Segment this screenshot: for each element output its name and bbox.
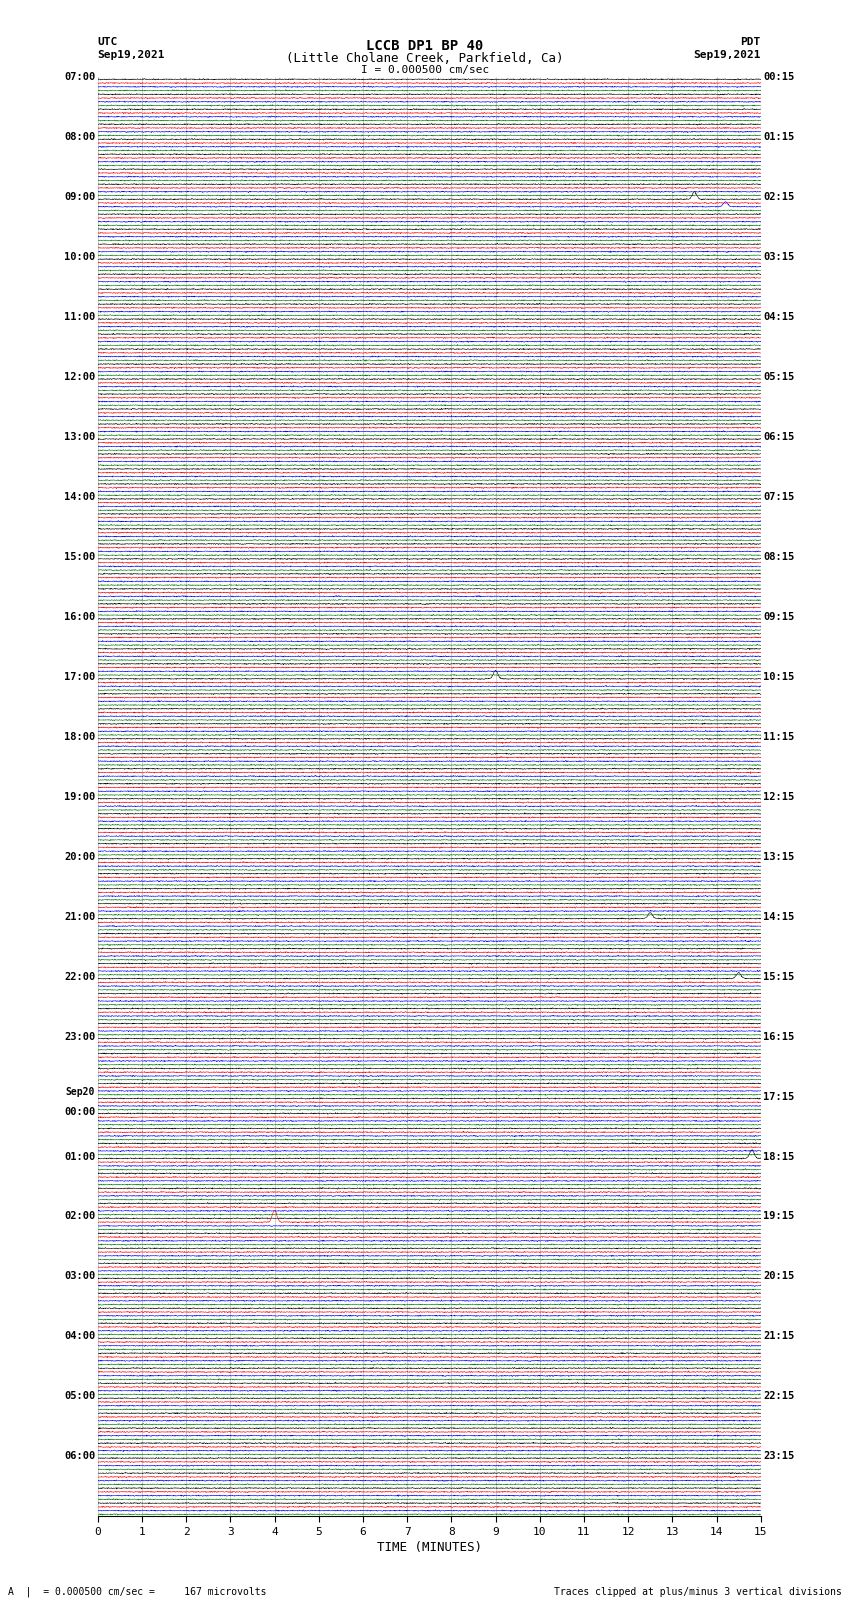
Text: 20:00: 20:00 — [64, 852, 95, 861]
Text: 13:15: 13:15 — [763, 852, 795, 861]
Text: 09:15: 09:15 — [763, 611, 795, 623]
Text: UTC: UTC — [98, 37, 118, 47]
X-axis label: TIME (MINUTES): TIME (MINUTES) — [377, 1540, 482, 1553]
Text: 14:00: 14:00 — [64, 492, 95, 502]
Text: 07:00: 07:00 — [64, 73, 95, 82]
Text: I = 0.000500 cm/sec: I = 0.000500 cm/sec — [361, 65, 489, 74]
Text: 18:15: 18:15 — [763, 1152, 795, 1161]
Text: 01:00: 01:00 — [64, 1152, 95, 1161]
Text: 11:15: 11:15 — [763, 732, 795, 742]
Text: 21:15: 21:15 — [763, 1331, 795, 1342]
Text: A  |  = 0.000500 cm/sec =     167 microvolts: A | = 0.000500 cm/sec = 167 microvolts — [8, 1586, 267, 1597]
Text: 03:15: 03:15 — [763, 252, 795, 263]
Text: 19:15: 19:15 — [763, 1211, 795, 1221]
Text: Sep19,2021: Sep19,2021 — [98, 50, 165, 60]
Text: 09:00: 09:00 — [64, 192, 95, 202]
Text: 17:00: 17:00 — [64, 673, 95, 682]
Text: 06:00: 06:00 — [64, 1452, 95, 1461]
Text: 22:00: 22:00 — [64, 971, 95, 982]
Text: (Little Cholane Creek, Parkfield, Ca): (Little Cholane Creek, Parkfield, Ca) — [286, 52, 564, 65]
Text: 01:15: 01:15 — [763, 132, 795, 142]
Text: Sep19,2021: Sep19,2021 — [694, 50, 761, 60]
Text: 12:15: 12:15 — [763, 792, 795, 802]
Text: PDT: PDT — [740, 37, 761, 47]
Text: 03:00: 03:00 — [64, 1271, 95, 1281]
Text: 22:15: 22:15 — [763, 1392, 795, 1402]
Text: Traces clipped at plus/minus 3 vertical divisions: Traces clipped at plus/minus 3 vertical … — [553, 1587, 842, 1597]
Text: 00:00: 00:00 — [64, 1107, 95, 1116]
Text: 15:00: 15:00 — [64, 552, 95, 561]
Text: 07:15: 07:15 — [763, 492, 795, 502]
Text: 23:00: 23:00 — [64, 1032, 95, 1042]
Text: 20:15: 20:15 — [763, 1271, 795, 1281]
Text: 10:15: 10:15 — [763, 673, 795, 682]
Text: 18:00: 18:00 — [64, 732, 95, 742]
Text: 11:00: 11:00 — [64, 313, 95, 323]
Text: 02:00: 02:00 — [64, 1211, 95, 1221]
Text: 19:00: 19:00 — [64, 792, 95, 802]
Text: 00:15: 00:15 — [763, 73, 795, 82]
Text: 14:15: 14:15 — [763, 911, 795, 921]
Text: 12:00: 12:00 — [64, 373, 95, 382]
Text: 08:00: 08:00 — [64, 132, 95, 142]
Text: 04:15: 04:15 — [763, 313, 795, 323]
Text: 02:15: 02:15 — [763, 192, 795, 202]
Text: 16:15: 16:15 — [763, 1032, 795, 1042]
Text: Sep20: Sep20 — [65, 1087, 95, 1097]
Text: 05:00: 05:00 — [64, 1392, 95, 1402]
Text: 16:00: 16:00 — [64, 611, 95, 623]
Text: 05:15: 05:15 — [763, 373, 795, 382]
Text: 10:00: 10:00 — [64, 252, 95, 263]
Text: 21:00: 21:00 — [64, 911, 95, 921]
Text: 06:15: 06:15 — [763, 432, 795, 442]
Text: 15:15: 15:15 — [763, 971, 795, 982]
Text: 04:00: 04:00 — [64, 1331, 95, 1342]
Text: 08:15: 08:15 — [763, 552, 795, 561]
Text: 17:15: 17:15 — [763, 1092, 795, 1102]
Text: LCCB DP1 BP 40: LCCB DP1 BP 40 — [366, 39, 484, 53]
Text: 13:00: 13:00 — [64, 432, 95, 442]
Text: 23:15: 23:15 — [763, 1452, 795, 1461]
